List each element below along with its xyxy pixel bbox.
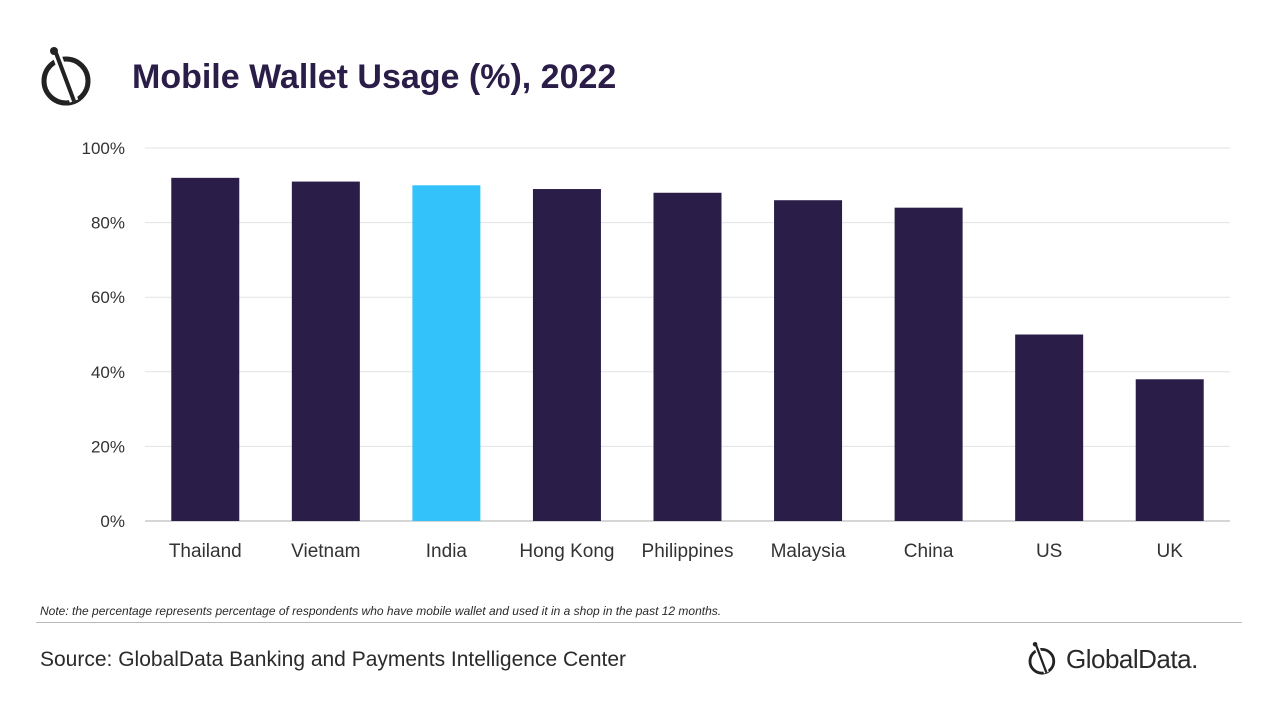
brand-name: GlobalData. (1066, 643, 1198, 674)
source-text: Source: GlobalData Banking and Payments … (40, 648, 627, 671)
x-tick-label: Philippines (642, 541, 734, 562)
bar (532, 189, 601, 521)
page-title: Mobile Wallet Usage (%), 2022 (132, 58, 617, 96)
footnote: Note: the percentage represents percenta… (40, 604, 722, 618)
y-tick-label: 60% (91, 288, 125, 307)
x-tick-label: Malaysia (771, 541, 846, 562)
y-tick-label: 20% (91, 437, 125, 456)
bar (171, 177, 240, 521)
x-tick-label: Hong Kong (519, 541, 614, 562)
bar-chart: 0% 20% 40% 60% 80% 100% Thailand Vietnam India Ho… (82, 139, 1230, 562)
globaldata-logo-icon (41, 47, 91, 106)
x-tick-label: Thailand (169, 541, 242, 562)
y-tick-label: 40% (91, 363, 125, 382)
globaldata-brand-icon (1028, 642, 1056, 675)
x-tick-label: Vietnam (291, 541, 360, 562)
y-tick-label: 0% (100, 512, 125, 531)
bar (774, 200, 843, 521)
y-tick-label: 100% (82, 139, 125, 158)
bar (653, 192, 722, 521)
bar (412, 185, 481, 522)
bar (1135, 379, 1204, 521)
bar (1015, 334, 1084, 521)
bar (291, 181, 360, 521)
divider (36, 622, 1242, 623)
brand-logo: GlobalData. (1026, 636, 1198, 682)
x-tick-label: India (426, 541, 468, 562)
x-tick-label: UK (1157, 541, 1184, 562)
y-tick-label: 80% (91, 214, 125, 233)
x-tick-label: US (1036, 541, 1062, 562)
x-tick-label: China (904, 541, 954, 562)
bar (894, 207, 963, 521)
